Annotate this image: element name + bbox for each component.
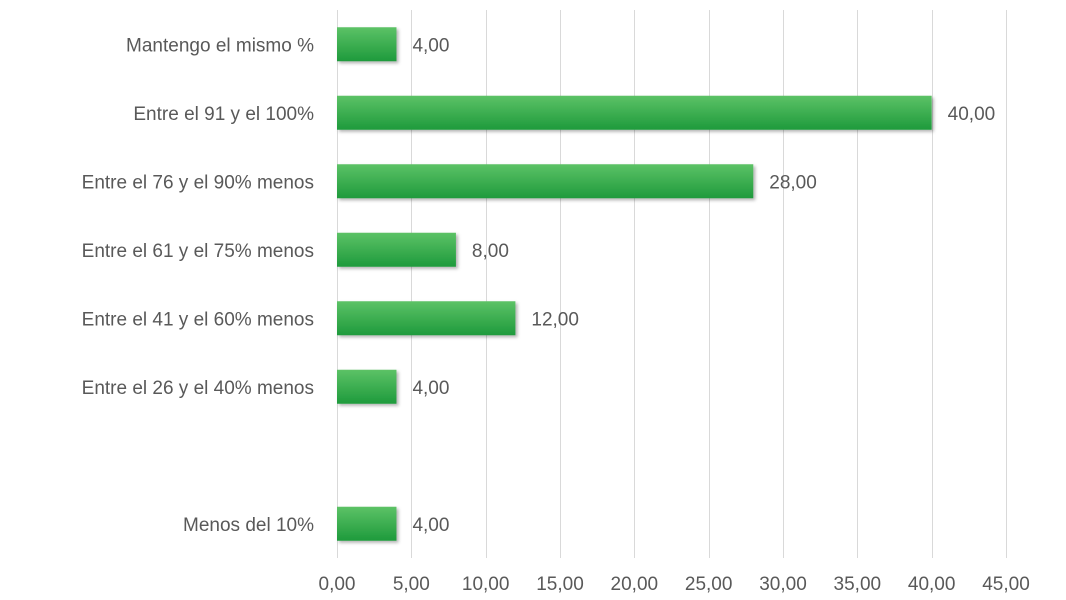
category-label: Entre el 61 y el 75% menos (82, 241, 314, 262)
data-label: 28,00 (769, 172, 817, 193)
category-label: Entre el 41 y el 60% menos (82, 309, 314, 330)
data-label: 8,00 (472, 241, 509, 262)
bar (337, 27, 397, 62)
x-tick-label: 35,00 (834, 574, 882, 595)
bar (337, 164, 754, 199)
bar (337, 301, 516, 336)
data-label: 12,00 (531, 309, 579, 330)
category-label: Menos del 10% (183, 515, 314, 536)
data-label: 40,00 (948, 104, 996, 125)
data-label: 4,00 (412, 35, 449, 56)
category-label: Entre el 91 y el 100% (133, 104, 314, 125)
bar (337, 232, 456, 267)
bar (337, 506, 397, 541)
labels: 0,00 5,00 10,00 15,00 20,00 25,00 30,00 35,00 40… (82, 35, 1030, 595)
x-tick-label: 0,00 (319, 574, 356, 595)
x-tick-label: 10,00 (462, 574, 510, 595)
x-tick-label: 5,00 (393, 574, 430, 595)
bar (337, 95, 932, 130)
category-label: Mantengo el mismo % (126, 35, 314, 56)
x-tick-label: 15,00 (536, 574, 584, 595)
x-tick-label: 20,00 (611, 574, 659, 595)
data-label: 4,00 (412, 515, 449, 536)
category-label: Entre el 76 y el 90% menos (82, 172, 314, 193)
bar (337, 369, 397, 404)
x-tick-label: 40,00 (908, 574, 956, 595)
bars (337, 27, 932, 541)
x-tick-label: 30,00 (759, 574, 807, 595)
x-tick-label: 45,00 (982, 574, 1030, 595)
data-label: 4,00 (412, 378, 449, 399)
gridlines (337, 10, 1007, 558)
x-tick-label: 25,00 (685, 574, 733, 595)
category-label: Entre el 26 y el 40% menos (82, 378, 314, 399)
